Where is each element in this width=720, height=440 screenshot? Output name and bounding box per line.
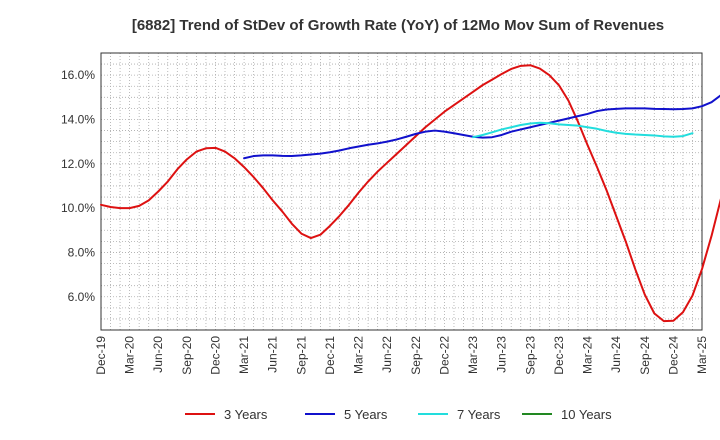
x-tick-label: Jun-24	[609, 336, 623, 373]
legend-label-10-years: 10 Years	[561, 407, 612, 422]
x-tick-label: Dec-23	[552, 336, 566, 375]
y-tick-label: 8.0%	[68, 245, 96, 259]
x-tick-label: Jun-20	[151, 336, 165, 373]
legend-label-5-years: 5 Years	[344, 407, 388, 422]
x-tick-label: Jun-21	[266, 336, 280, 373]
series-lines	[100, 64, 720, 323]
series-line-3-years	[100, 64, 720, 323]
y-tick-label: 10.0%	[61, 201, 95, 215]
series-line-7-years	[472, 121, 694, 139]
x-tick-label: Dec-20	[208, 336, 222, 375]
x-tick-label: Sep-21	[294, 336, 308, 375]
x-tick-label: Dec-24	[666, 336, 680, 375]
x-tick-label: Mar-21	[237, 336, 251, 374]
x-tick-label: Mar-23	[466, 336, 480, 374]
x-tick-label: Jun-23	[495, 336, 509, 373]
y-tick-label: 12.0%	[61, 157, 95, 171]
y-axis-ticks: 6.0% 8.0% 10.0% 12.0% 14.0% 16.0%	[61, 68, 95, 304]
x-tick-label: Mar-25	[695, 336, 709, 374]
x-tick-label: Dec-19	[94, 336, 108, 375]
x-tick-label: Sep-23	[523, 336, 537, 375]
chart-title: [6882] Trend of StDev of Growth Rate (Yo…	[132, 17, 664, 34]
x-axis-ticks: Dec-19 Mar-20 Jun-20 Sep-20 Dec-20 Mar-21 Jun-…	[94, 336, 709, 375]
grid-lines	[101, 53, 702, 330]
x-tick-label: Dec-21	[323, 336, 337, 375]
legend-label-7-years: 7 Years	[457, 407, 501, 422]
x-tick-label: Sep-20	[180, 336, 194, 375]
x-tick-label: Sep-24	[638, 336, 652, 375]
series-line-5-years	[243, 94, 720, 160]
x-tick-label: Dec-22	[437, 336, 451, 375]
x-tick-label: Sep-22	[409, 336, 423, 375]
y-tick-label: 14.0%	[61, 112, 95, 126]
legend-label-3-years: 3 Years	[224, 407, 268, 422]
y-tick-label: 16.0%	[61, 68, 95, 82]
x-tick-label: Mar-22	[352, 336, 366, 374]
x-tick-label: Jun-22	[380, 336, 394, 373]
plot-frame	[100, 52, 703, 331]
x-tick-label: Mar-24	[581, 336, 595, 374]
x-tick-label: Mar-20	[123, 336, 137, 374]
y-tick-label: 6.0%	[68, 290, 96, 304]
legend: 3 Years 5 Years 7 Years 10 Years	[185, 407, 612, 422]
